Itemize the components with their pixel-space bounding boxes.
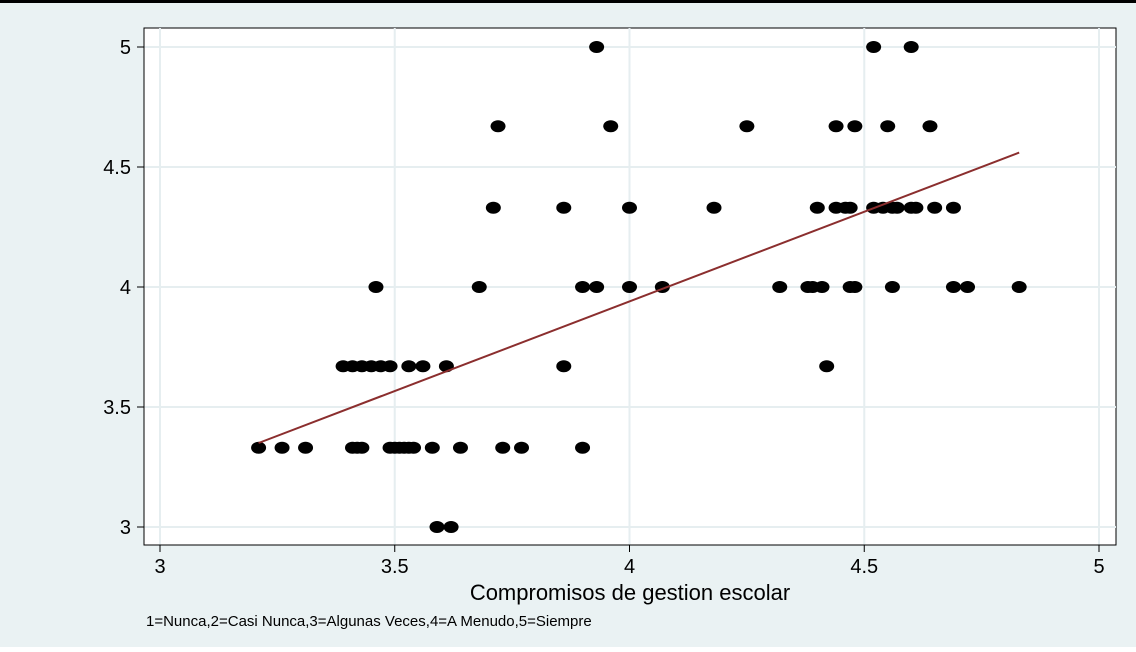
data-point bbox=[866, 41, 882, 53]
data-point bbox=[922, 120, 938, 133]
data-point bbox=[814, 281, 830, 293]
data-point bbox=[575, 441, 591, 454]
data-point bbox=[1011, 281, 1027, 293]
data-point bbox=[908, 201, 924, 214]
data-point bbox=[889, 201, 905, 214]
axis-ticks: 3 3.5 4 4.5 5 3 3.5 4 4.5 5 bbox=[103, 37, 1104, 578]
data-point bbox=[903, 41, 919, 53]
footnote-scale-legend: 1=Nunca,2=Casi Nunca,3=Algunas Veces,4=A… bbox=[146, 613, 592, 630]
data-point bbox=[847, 120, 863, 133]
data-point bbox=[622, 281, 637, 293]
data-point bbox=[495, 441, 511, 454]
data-point bbox=[471, 281, 487, 293]
data-point bbox=[354, 441, 370, 454]
data-point bbox=[927, 201, 943, 214]
y-tick-label: 3.5 bbox=[103, 397, 131, 419]
data-point bbox=[556, 360, 572, 373]
data-point bbox=[424, 441, 440, 454]
data-point bbox=[429, 521, 445, 533]
data-point bbox=[772, 281, 788, 293]
data-point bbox=[945, 201, 961, 214]
data-point bbox=[842, 201, 858, 214]
data-point bbox=[819, 360, 835, 373]
data-point bbox=[406, 441, 422, 454]
data-point bbox=[251, 441, 267, 454]
data-point bbox=[809, 201, 825, 214]
y-tick-label: 3 bbox=[120, 517, 131, 539]
x-axis-label: Compromisos de gestion escolar bbox=[470, 580, 790, 605]
data-point bbox=[828, 120, 844, 133]
fitted-line bbox=[258, 151, 1020, 444]
x-tick-label: 3.5 bbox=[381, 556, 409, 578]
y-tick-label: 4 bbox=[120, 277, 131, 299]
x-tick-label: 4 bbox=[624, 556, 635, 578]
fit-line-layer bbox=[258, 151, 1020, 444]
data-point bbox=[880, 120, 896, 133]
data-point bbox=[485, 201, 501, 214]
data-point bbox=[368, 281, 384, 293]
data-point bbox=[401, 360, 417, 373]
top-border-line bbox=[0, 0, 1136, 3]
data-point bbox=[298, 441, 314, 454]
data-point bbox=[706, 201, 722, 214]
data-point bbox=[589, 41, 605, 53]
x-tick-label: 5 bbox=[1093, 556, 1104, 578]
data-point bbox=[847, 281, 863, 293]
data-point bbox=[274, 441, 290, 454]
data-point bbox=[382, 360, 398, 373]
data-point bbox=[490, 120, 506, 133]
x-tick-label: 4.5 bbox=[850, 556, 878, 578]
data-point bbox=[452, 441, 468, 454]
data-point bbox=[960, 281, 976, 293]
y-tick-label: 5 bbox=[120, 37, 131, 59]
data-point bbox=[603, 120, 619, 133]
data-point bbox=[589, 281, 605, 293]
data-point bbox=[556, 201, 572, 214]
data-points bbox=[251, 41, 1027, 533]
data-point bbox=[884, 281, 900, 293]
data-point bbox=[945, 281, 961, 293]
data-point bbox=[622, 201, 637, 214]
x-tick-label: 3 bbox=[154, 556, 165, 578]
data-point bbox=[514, 441, 530, 454]
data-point bbox=[739, 120, 755, 133]
data-point bbox=[575, 281, 591, 293]
data-point bbox=[443, 521, 459, 533]
data-point bbox=[415, 360, 431, 373]
y-tick-label: 4.5 bbox=[103, 157, 131, 179]
